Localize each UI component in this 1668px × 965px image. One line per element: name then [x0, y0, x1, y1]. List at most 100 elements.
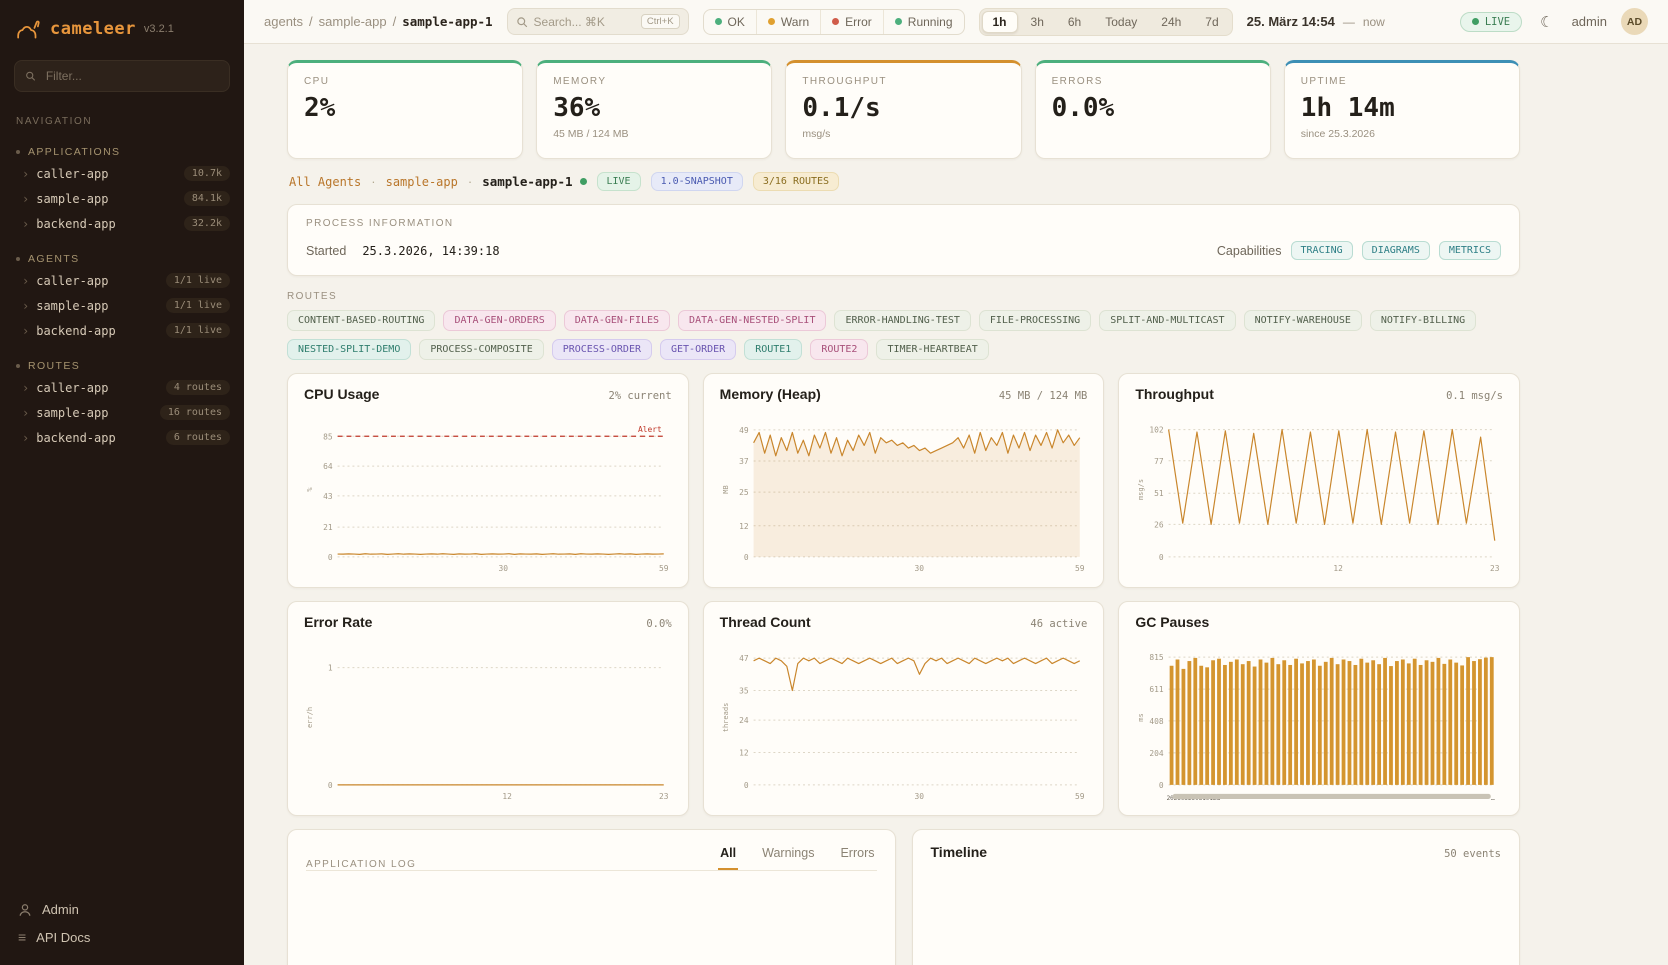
svg-text:ms: ms: [1137, 713, 1145, 721]
global-search[interactable]: Search... ⌘K Ctrl+K: [506, 8, 689, 35]
timeline-event-count: 50 events: [1444, 848, 1501, 860]
svg-text:0: 0: [328, 553, 333, 562]
capability-metrics[interactable]: METRICS: [1438, 241, 1501, 260]
cpu-usage-chart: 0 21 43 64 85% 30 59 Alert: [304, 408, 672, 577]
sidebar-item-routes-caller[interactable]: › caller-app 4 routes: [0, 375, 244, 400]
svg-text:408: 408: [1150, 717, 1164, 726]
range-3h[interactable]: 3h: [1020, 11, 1055, 33]
sidebar-item-routes-sample[interactable]: › sample-app 16 routes: [0, 400, 244, 425]
dark-mode-toggle[interactable]: ☾: [1536, 11, 1557, 33]
started-label: Started: [306, 243, 347, 258]
log-tab-all[interactable]: All: [718, 842, 739, 870]
chart-title: Thread Count: [719, 614, 811, 630]
svg-text:37: 37: [739, 457, 749, 466]
svg-text:51: 51: [1154, 489, 1164, 498]
capability-diagrams[interactable]: DIAGRAMS: [1361, 241, 1430, 260]
agent-live-dot: [579, 178, 587, 185]
time-window-display[interactable]: 25. März 14:54 — now: [1247, 14, 1385, 29]
breadcrumb-sample-app[interactable]: sample-app: [318, 14, 387, 29]
status-filter-ok[interactable]: OK: [704, 9, 757, 34]
item-badge: 6 routes: [165, 430, 230, 445]
svg-text:204: 204: [1150, 749, 1164, 758]
route-chip[interactable]: NOTIFY-BILLING: [1369, 310, 1477, 331]
route-chip[interactable]: ERROR-HANDLING-TEST: [834, 310, 971, 331]
breadcrumb-agents[interactable]: agents: [264, 14, 304, 29]
range-6h[interactable]: 6h: [1057, 11, 1092, 33]
avatar[interactable]: AD: [1621, 8, 1648, 35]
app-logo[interactable]: cameleer v3.2.1: [0, 0, 244, 52]
route-chip[interactable]: FILE-PROCESSING: [978, 310, 1092, 331]
route-chip[interactable]: PROCESS-ORDER: [551, 339, 652, 360]
sidebar-filter[interactable]: [14, 60, 230, 92]
chart-current-value: 45 MB / 124 MB: [998, 390, 1088, 402]
section-header-applications[interactable]: APPLICATIONS: [0, 143, 244, 161]
route-chip[interactable]: NESTED-SPLIT-DEMO: [287, 339, 412, 360]
route-chip[interactable]: DATA-GEN-FILES: [563, 310, 671, 331]
log-tab-warnings[interactable]: Warnings: [762, 846, 815, 860]
sidebar-item-agent-caller[interactable]: › caller-app 1/1 live: [0, 268, 244, 293]
svg-text:77: 77: [1154, 457, 1164, 466]
route-chip-list: CONTENT-BASED-ROUTING DATA-GEN-ORDERS DA…: [287, 310, 1520, 360]
admin-link[interactable]: Admin: [18, 902, 226, 917]
range-7d[interactable]: 7d: [1194, 11, 1229, 33]
range-24h[interactable]: 24h: [1150, 11, 1192, 33]
section-header-routes[interactable]: ROUTES: [0, 357, 244, 375]
route-chip[interactable]: NOTIFY-WAREHOUSE: [1243, 310, 1362, 331]
svg-text:47: 47: [739, 654, 749, 663]
sidebar-section-routes: ROUTES › caller-app 4 routes › sample-ap…: [0, 357, 244, 450]
item-badge: 32.2k: [183, 216, 230, 231]
chevron-right-icon: ›: [22, 430, 30, 445]
bottom-row: APPLICATION LOG All Warnings Errors Time…: [287, 829, 1520, 965]
route-chip[interactable]: TIMER-HEARTBEAT: [876, 339, 989, 360]
svg-text:30: 30: [914, 564, 924, 573]
range-today[interactable]: Today: [1094, 11, 1148, 33]
status-filter-warn[interactable]: Warn: [757, 9, 822, 34]
svg-text:23: 23: [659, 792, 669, 801]
sidebar-item-agent-backend[interactable]: › backend-app 1/1 live: [0, 318, 244, 343]
route-chip[interactable]: PROCESS-COMPOSITE: [419, 339, 544, 360]
range-1h[interactable]: 1h: [981, 10, 1018, 33]
status-filter-error[interactable]: Error: [821, 9, 884, 34]
route-chip[interactable]: GET-ORDER: [660, 339, 737, 360]
chevron-right-icon: ›: [22, 298, 30, 313]
sidebar-item-routes-backend[interactable]: › backend-app 6 routes: [0, 425, 244, 450]
sidebar-item-app-backend[interactable]: › backend-app 32.2k: [0, 211, 244, 236]
route-chip[interactable]: ROUTE2: [810, 339, 869, 360]
capability-tracing[interactable]: TRACING: [1290, 241, 1353, 260]
item-label: sample-app: [36, 405, 109, 420]
filter-input[interactable]: [43, 68, 219, 84]
svg-text:Alert: Alert: [638, 425, 662, 434]
breadcrumb-current: sample-app-1: [402, 14, 493, 29]
svg-text:21: 21: [323, 523, 333, 532]
route-chip[interactable]: CONTENT-BASED-ROUTING: [287, 310, 436, 331]
sample-app-link[interactable]: sample-app: [385, 174, 458, 189]
item-badge: 10.7k: [183, 166, 230, 181]
svg-text:0: 0: [744, 781, 749, 790]
route-chip[interactable]: DATA-GEN-ORDERS: [443, 310, 556, 331]
routes-count-badge[interactable]: 3/16 ROUTES: [752, 172, 840, 191]
sidebar-item-agent-sample[interactable]: › sample-app 1/1 live: [0, 293, 244, 318]
status-filter-running[interactable]: Running: [884, 10, 964, 34]
svg-text:30: 30: [499, 564, 509, 573]
svg-text:85: 85: [323, 432, 333, 441]
status-filter-group: OK Warn Error Running: [702, 8, 965, 35]
chevron-right-icon: ›: [22, 273, 30, 288]
route-chip[interactable]: SPLIT-AND-MULTICAST: [1099, 310, 1236, 331]
stat-sub: [304, 128, 506, 140]
stat-label: THROUGHPUT: [802, 76, 887, 87]
chart-card-error-rate: Error Rate 0.0% 0 1 err/h 12 23: [287, 601, 689, 816]
sidebar-item-app-caller[interactable]: › caller-app 10.7k: [0, 161, 244, 186]
svg-text:611: 611: [1150, 685, 1164, 694]
svg-text:35: 35: [739, 686, 749, 695]
route-chip[interactable]: ROUTE1: [744, 339, 803, 360]
live-toggle[interactable]: LIVE: [1459, 11, 1523, 32]
svg-text:…: …: [1492, 795, 1496, 802]
route-chip[interactable]: DATA-GEN-NESTED-SPLIT: [678, 310, 827, 331]
api-docs-link[interactable]: ≡ API Docs: [18, 929, 226, 945]
section-header-agents[interactable]: AGENTS: [0, 250, 244, 268]
person-icon: [18, 903, 32, 917]
sidebar-item-app-sample[interactable]: › sample-app 84.1k: [0, 186, 244, 211]
item-label: caller-app: [36, 273, 109, 288]
log-tab-errors[interactable]: Errors: [840, 846, 875, 860]
all-agents-link[interactable]: All Agents: [289, 174, 362, 189]
